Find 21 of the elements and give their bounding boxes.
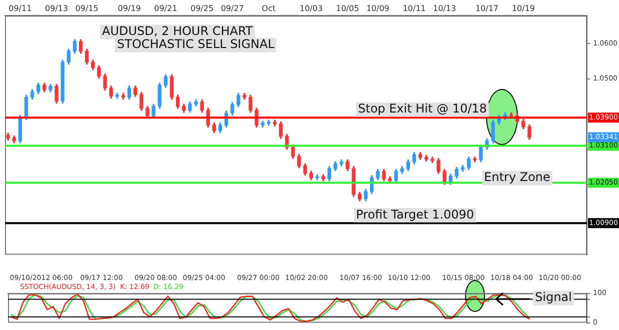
x-tick-label: 09/19	[118, 4, 141, 13]
x-tick-label: 10/17	[475, 4, 498, 13]
x-tick-label: 10/19	[512, 4, 535, 13]
x-tick-label: 09/13	[45, 4, 68, 13]
x-tick-label: 10/03	[300, 4, 323, 13]
x-tick-label: 10/09	[366, 4, 390, 13]
x-tick-label: 10/05	[336, 4, 360, 13]
x-tick-label: 09/15	[75, 4, 98, 13]
x-tick-label: 10/11	[402, 4, 426, 13]
x-tick-label: Oct	[262, 4, 276, 13]
x-tick-label: 09/11	[8, 4, 32, 13]
annotation: Signal	[535, 290, 572, 304]
x-tick-label: 09/27	[220, 4, 244, 13]
annotation: Entry Zone	[484, 170, 550, 184]
annotation: Profit Target 1.0090	[356, 207, 474, 222]
x-tick-label: 09/21	[154, 4, 178, 13]
text: AUDUSD, 2 HOUR CHART	[102, 24, 254, 38]
x-tick-label: 10/13	[433, 4, 456, 13]
annotation: Stop Exit Hit @ 10/18	[358, 102, 487, 116]
text: STOCHASTIC SELL SIGNAL	[117, 37, 275, 52]
x-tick-label: 09/25	[190, 4, 214, 13]
